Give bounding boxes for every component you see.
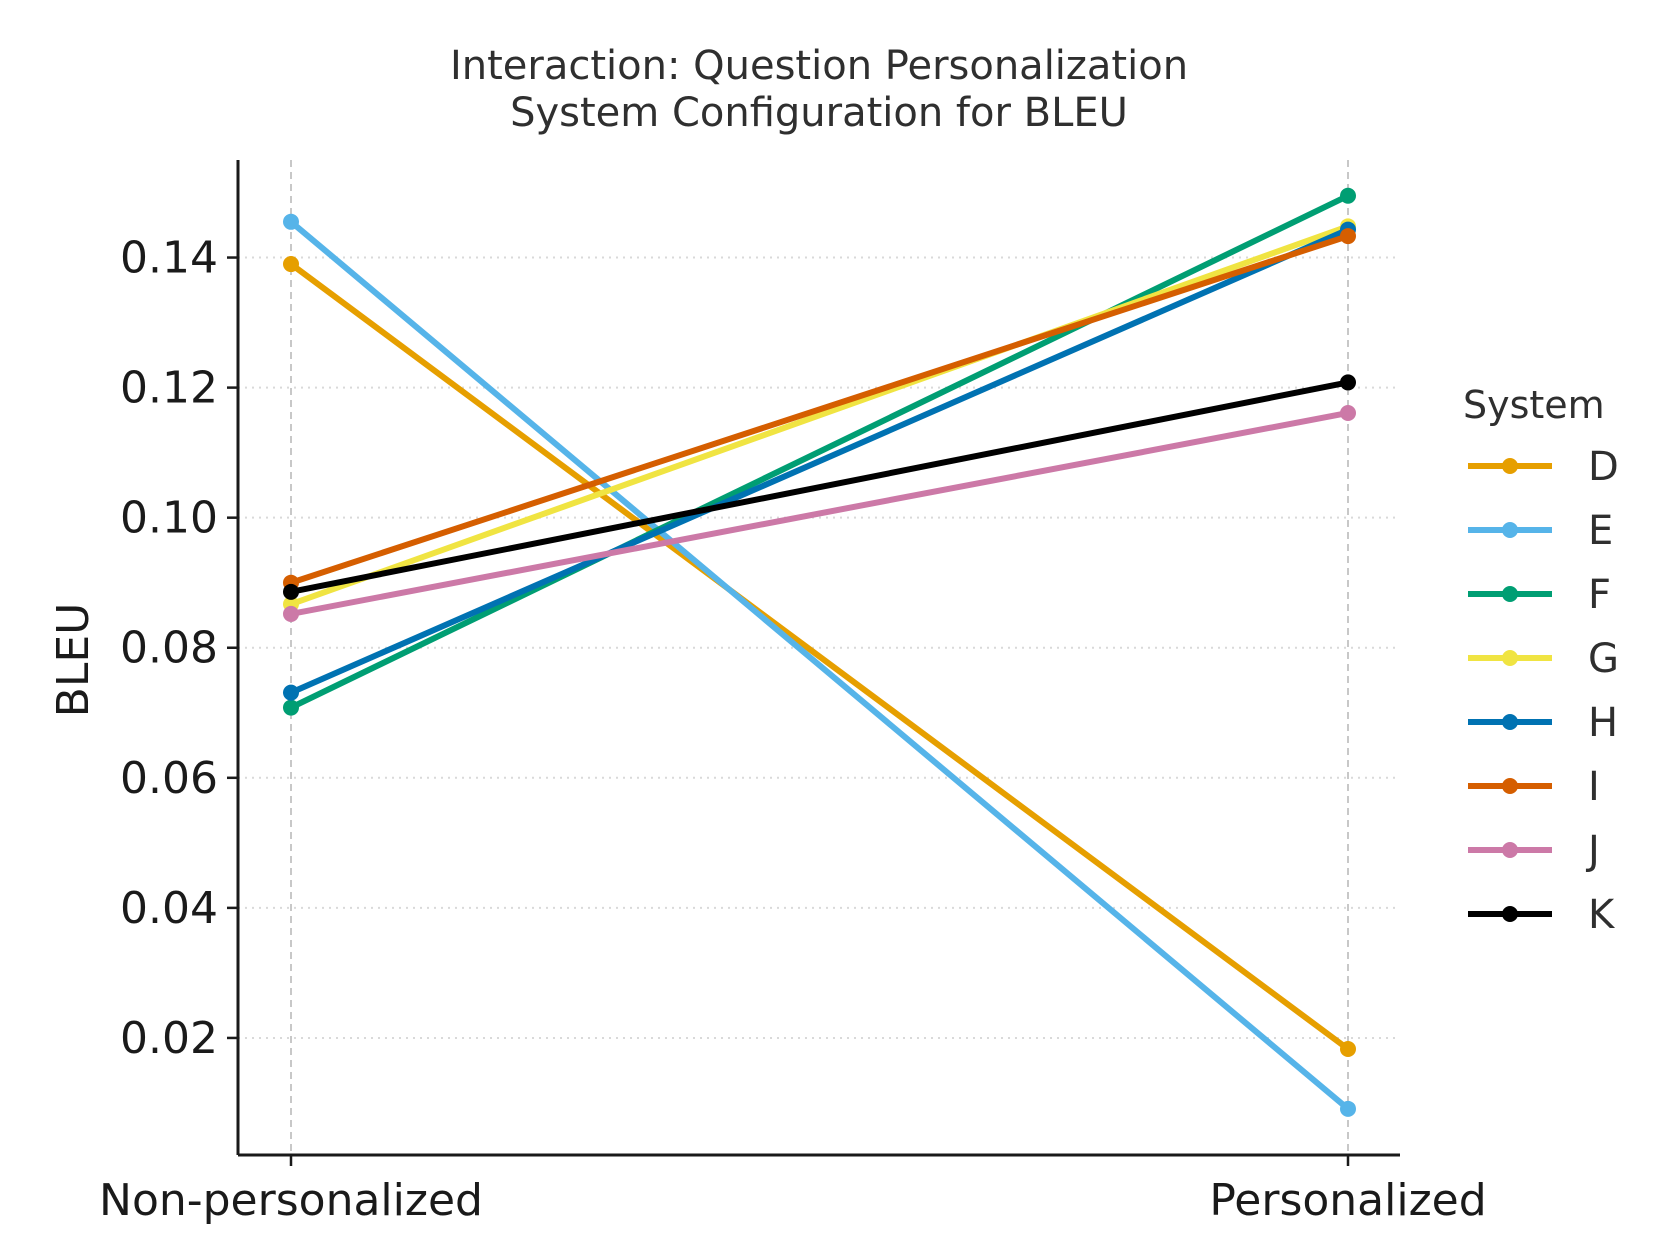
legend-label: J — [1585, 828, 1600, 874]
legend-swatch-marker — [1502, 586, 1518, 602]
legend-swatch-marker — [1502, 650, 1518, 666]
series-line-I — [288, 233, 1351, 586]
series-line-H — [288, 226, 1351, 696]
y-tick-label: 0.04 — [120, 883, 218, 934]
data-point-E-non-personalized — [283, 213, 299, 230]
data-point-E-personalized — [1340, 1100, 1356, 1117]
legend-label: D — [1588, 444, 1619, 490]
axes — [227, 160, 1400, 1166]
tick-labels: 0.02 0.04 0.06 0.08 0.10 0.12 0.14 Non-personal… — [99, 233, 1487, 1226]
series-line-E — [288, 218, 1351, 1112]
legend-item-E: E — [1468, 508, 1613, 554]
series-line-J — [288, 409, 1351, 617]
legend-item-K: K — [1468, 892, 1616, 938]
legend-item-D: D — [1468, 444, 1619, 490]
series-H — [283, 221, 1356, 701]
legend-swatch-marker — [1502, 842, 1518, 858]
data-point-K-non-personalized — [283, 583, 299, 600]
legend-swatch-marker — [1502, 458, 1518, 474]
legend-item-J: J — [1468, 828, 1600, 874]
legend-label: F — [1588, 572, 1611, 618]
legend-label: E — [1588, 508, 1613, 554]
data-point-D-personalized — [1340, 1040, 1356, 1057]
data-point-I-personalized — [1340, 228, 1356, 245]
chart-title-line-2: System Configuration for BLEU — [510, 90, 1128, 136]
series-line-D — [288, 261, 1351, 1052]
grid — [238, 160, 1400, 1155]
legend-item-F: F — [1468, 572, 1611, 618]
y-tick-label: 0.06 — [120, 753, 218, 804]
legend-label: G — [1588, 636, 1619, 682]
chart-title-line-1: Interaction: Question Personalization — [450, 43, 1188, 89]
y-tick-label: 0.08 — [120, 623, 218, 674]
series-F — [283, 187, 1356, 716]
data-point-F-non-personalized — [283, 699, 299, 716]
series-J — [283, 404, 1356, 622]
series-line-F — [288, 192, 1351, 711]
data-point-D-non-personalized — [283, 256, 299, 273]
data-point-F-personalized — [1340, 187, 1356, 204]
legend-swatch-marker — [1502, 906, 1518, 922]
y-tick-label: 0.02 — [120, 1013, 218, 1064]
series-D — [283, 256, 1356, 1057]
data-point-K-personalized — [1340, 374, 1356, 391]
legend-item-I: I — [1468, 764, 1600, 810]
y-axis-label: BLEU — [48, 603, 99, 718]
legend-swatch-marker — [1502, 778, 1518, 794]
series-line-G — [288, 223, 1351, 608]
legend-swatch-marker — [1502, 714, 1518, 730]
series-K — [283, 374, 1356, 600]
data-point-J-personalized — [1340, 404, 1356, 421]
legend-label: I — [1588, 764, 1600, 810]
series-E — [283, 213, 1356, 1117]
legend-item-H: H — [1468, 700, 1618, 746]
data-point-J-non-personalized — [283, 605, 299, 622]
y-tick-label: 0.14 — [120, 233, 218, 284]
x-tick-label: Personalized — [1209, 1175, 1486, 1226]
y-tick-label: 0.12 — [120, 363, 218, 414]
legend-title: System — [1463, 383, 1605, 427]
legend-swatch-marker — [1502, 522, 1518, 538]
x-tick-label: Non-personalized — [99, 1175, 483, 1226]
data-point-H-non-personalized — [283, 684, 299, 701]
series-line-K — [288, 379, 1351, 595]
y-tick-label: 0.10 — [120, 493, 218, 544]
series-lines — [283, 187, 1356, 1117]
legend-label: K — [1588, 892, 1616, 938]
legend-item-G: G — [1468, 636, 1619, 682]
legend-label: H — [1588, 700, 1618, 746]
